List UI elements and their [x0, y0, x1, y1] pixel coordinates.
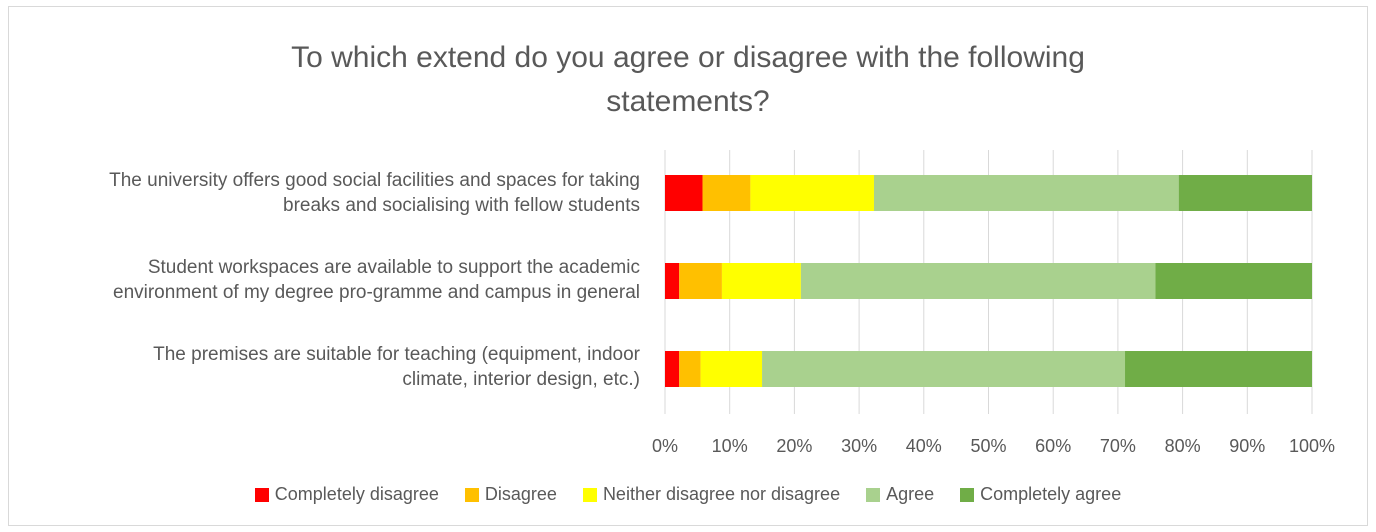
- legend-label: Disagree: [484, 484, 557, 504]
- x-tick-label: 50%: [970, 436, 1006, 456]
- bar-segment-agree: [873, 175, 1179, 211]
- category-label-line: The premises are suitable for teaching (…: [153, 344, 640, 365]
- legend-label: Neither disagree nor disagree: [602, 484, 841, 504]
- category-label-line: environment of my degree pro-gramme and …: [113, 282, 640, 303]
- legend-label: Completely agree: [980, 484, 1122, 504]
- x-tick-label: 60%: [1035, 436, 1071, 456]
- x-tick-label: 30%: [841, 436, 877, 456]
- chart-title-line-2: statements?: [606, 85, 770, 118]
- category-label-line: climate, interior design, etc.): [402, 369, 640, 390]
- legend-swatch: [582, 487, 597, 502]
- bar-segment-completely-agree: [1125, 351, 1312, 387]
- legend-item: Disagree: [464, 484, 557, 505]
- bar-segment-neither-disagree-nor-disagree: [750, 175, 874, 211]
- chart-title: To which extend do you agree or disagree…: [8, 36, 1368, 124]
- legend-swatch: [254, 487, 269, 502]
- bar-segment-neither-disagree-nor-disagree: [700, 351, 763, 387]
- x-tick-label: 40%: [906, 436, 942, 456]
- bar-segment-completely-agree: [1155, 263, 1312, 299]
- legend-swatch: [464, 487, 479, 502]
- bar-segment-disagree: [679, 263, 722, 299]
- x-tick-label: 20%: [776, 436, 812, 456]
- x-tick-label: 100%: [1289, 436, 1335, 456]
- legend-swatch: [866, 487, 881, 502]
- legend-item: Completely agree: [960, 484, 1121, 505]
- legend-swatch: [960, 487, 975, 502]
- category-label-premises: The premises are suitable for teaching (…: [0, 342, 640, 392]
- legend: Completely disagree Disagree Neither disag…: [0, 484, 1376, 505]
- category-label-line: Student workspaces are available to supp…: [147, 257, 640, 278]
- legend-label: Agree: [886, 484, 935, 504]
- x-tick-label: 80%: [1165, 436, 1201, 456]
- legend-item: Agree: [866, 484, 934, 505]
- legend-item: Completely disagree: [254, 484, 439, 505]
- bar-segment-disagree: [679, 351, 701, 387]
- legend-label: Completely disagree: [274, 484, 439, 504]
- legend-item: Neither disagree nor disagree: [582, 484, 841, 505]
- x-tick-label: 90%: [1229, 436, 1265, 456]
- bar-segment-completely-agree: [1178, 175, 1312, 211]
- chart-title-line-1: To which extend do you agree or disagree…: [291, 41, 1085, 74]
- category-label-student-workspaces: Student workspaces are available to supp…: [0, 255, 640, 305]
- x-tick-label: 0%: [652, 436, 678, 456]
- x-tick-label: 70%: [1100, 436, 1136, 456]
- x-tick-label: 10%: [712, 436, 748, 456]
- category-label-line: The university offers good social facili…: [109, 170, 640, 191]
- bar-segment-completely-disagree: [665, 175, 703, 211]
- bar-segment-disagree: [702, 175, 751, 211]
- bar-segment-agree: [762, 351, 1126, 387]
- bar-segment-agree: [800, 263, 1156, 299]
- category-label-line: breaks and socialising with fellow stude…: [283, 195, 640, 216]
- bar-segment-completely-disagree: [665, 351, 680, 387]
- bar-segment-neither-disagree-nor-disagree: [721, 263, 801, 299]
- bar-segment-completely-disagree: [665, 263, 680, 299]
- category-label-social-facilities: The university offers good social facili…: [0, 168, 640, 218]
